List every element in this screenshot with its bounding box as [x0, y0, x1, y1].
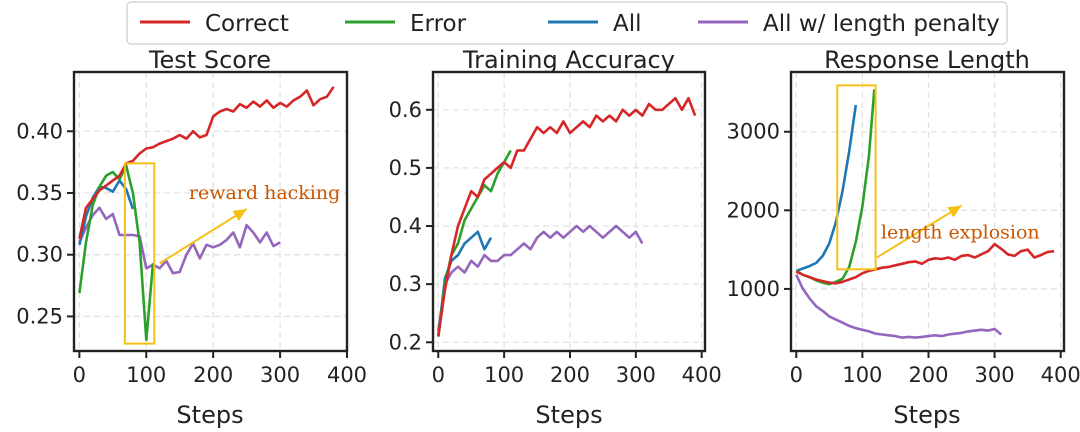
x-tick-label-1: 100	[842, 363, 882, 387]
x-tick-label-0: 0	[432, 363, 445, 387]
annotation-arrowhead	[947, 205, 962, 218]
x-axis-label: Steps	[176, 401, 243, 429]
x-tick-label-1: 100	[126, 363, 166, 387]
annotation-arrow	[159, 208, 248, 265]
panel-title: Test Score	[148, 46, 271, 74]
x-tick-label-4: 400	[682, 363, 722, 387]
y-tick-label-0: 0.25	[16, 304, 63, 328]
x-tick-label-4: 400	[327, 363, 367, 387]
panel-title: Training Accuracy	[462, 46, 675, 74]
series-line-all-w-length-penalty	[437, 224, 644, 331]
series-line-error	[437, 149, 512, 337]
series-line-all-w-length-penalty	[78, 206, 281, 275]
plot-frame	[431, 70, 707, 353]
y-tick-label-2: 0.4	[389, 214, 422, 238]
y-tick-label-1: 0.3	[389, 272, 422, 296]
x-axis-label: Steps	[535, 401, 602, 429]
y-tick-label-4: 0.6	[389, 98, 422, 122]
y-tick-label-0: 1000	[727, 277, 780, 301]
x-tick-label-0: 0	[73, 363, 86, 387]
annotation-arrowhead	[232, 209, 247, 222]
legend-label-0: Correct	[205, 11, 289, 37]
series-line-correct	[795, 242, 1055, 285]
y-tick-label-1: 0.30	[16, 243, 63, 267]
y-tick-label-3: 0.5	[389, 156, 422, 180]
series-line-error	[78, 164, 155, 342]
annotation-box	[123, 162, 156, 345]
annotation-text: length explosion	[881, 222, 1040, 244]
panel-0: reward hacking 0 100 200 300 400 0.25 0.30 0.35 0…	[16, 46, 367, 429]
x-tick-label-0: 0	[790, 363, 803, 387]
series-line-correct	[78, 86, 335, 239]
plot-frame	[72, 70, 349, 353]
legend: Correct Error All All w/ length penalty	[126, 1, 1008, 45]
x-tick-label-3: 300	[975, 363, 1015, 387]
y-tick-label-0: 0.2	[389, 330, 422, 354]
x-tick-label-3: 300	[616, 363, 656, 387]
y-tick-label-1: 2000	[727, 198, 780, 222]
x-tick-label-4: 400	[1041, 363, 1080, 387]
x-tick-label-2: 200	[193, 363, 233, 387]
x-tick-label-2: 200	[908, 363, 948, 387]
panel-1: 0 100 200 300 400 0.2 0.3 0.4 0.5 0.6 Training Acc…	[389, 46, 722, 429]
x-tick-label-3: 300	[260, 363, 300, 387]
x-tick-label-1: 100	[484, 363, 524, 387]
annotation-arrow	[876, 204, 963, 259]
x-axis-label: Steps	[893, 401, 960, 429]
legend-label-3: All w/ length penalty	[763, 11, 1000, 37]
panel-title: Response Length	[824, 46, 1030, 74]
y-tick-label-2: 0.35	[16, 181, 63, 205]
y-tick-label-3: 0.40	[16, 119, 63, 143]
plot-frame	[789, 70, 1066, 353]
annotation-text: reward hacking	[189, 182, 340, 204]
series-line-correct	[437, 96, 697, 337]
legend-label-2: All	[613, 11, 642, 37]
panel-2: length explosion 0 100 200 300 400 1000 2000 300…	[727, 46, 1080, 429]
y-tick-label-2: 3000	[727, 120, 780, 144]
legend-label-1: Error	[410, 11, 467, 37]
annotation-box	[836, 84, 877, 271]
x-tick-label-2: 200	[550, 363, 590, 387]
series-line-all-w-length-penalty	[795, 274, 1003, 339]
series-line-all	[795, 104, 858, 273]
